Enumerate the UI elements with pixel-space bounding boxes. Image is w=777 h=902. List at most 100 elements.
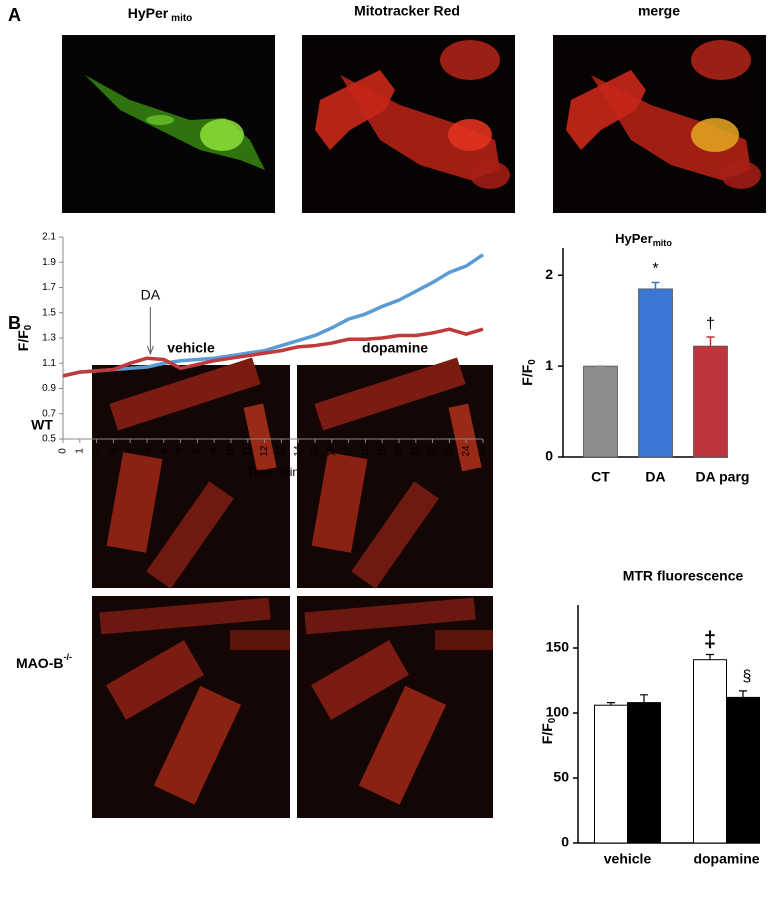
annotation: DA xyxy=(141,287,161,303)
bar xyxy=(627,702,661,844)
label-text: HyPer xyxy=(128,5,169,21)
micrograph xyxy=(297,596,493,818)
y-tick-label: 0 xyxy=(545,448,553,464)
image-label: HyPer mito xyxy=(128,5,193,24)
annotation: § xyxy=(743,668,752,685)
error-bar xyxy=(706,336,715,347)
x-tick-label: 9 xyxy=(209,448,220,454)
line xyxy=(62,327,484,378)
column-label: dopamine xyxy=(362,340,428,356)
panel-label: B xyxy=(8,313,21,333)
line xyxy=(62,253,484,378)
annotation-arrowhead xyxy=(146,345,154,356)
x-tick-label: 20 xyxy=(394,445,405,457)
y-tick-label: 1.1 xyxy=(42,358,56,369)
label-superscript: -/- xyxy=(63,652,72,662)
x-tick-label: 15 xyxy=(310,445,321,457)
y-tick-label: 0.9 xyxy=(42,383,56,394)
y-tick-label: 2 xyxy=(545,266,553,282)
axis-label: F/F0 xyxy=(15,324,34,351)
x-axis-label: Time, min xyxy=(247,465,299,479)
x-tick-label: 12 xyxy=(259,445,270,457)
x-tick-label: 4 xyxy=(125,448,136,454)
y-tick-label: 0 xyxy=(561,834,569,850)
label-text: HyPer xyxy=(615,231,653,246)
annotation: * xyxy=(652,261,658,278)
micrograph xyxy=(302,35,515,213)
x-tick-label: 18 xyxy=(360,445,371,457)
label-subscript: 0 xyxy=(23,324,34,330)
micrograph xyxy=(92,596,290,818)
label-subscript: mito xyxy=(171,13,192,24)
y-tick-label: 1 xyxy=(545,357,553,373)
x-tick-label: 22 xyxy=(427,445,438,457)
y-tick-label: 0.5 xyxy=(42,434,56,445)
x-tick-label: 3 xyxy=(108,448,119,454)
y-tick-label: 2.1 xyxy=(42,232,56,243)
label-text: F/F xyxy=(539,723,555,744)
axis-label: F/F0 xyxy=(539,717,558,744)
x-tick-label: 25 xyxy=(478,445,489,457)
x-tick-label: 5 xyxy=(142,448,153,454)
bar xyxy=(693,659,727,844)
error-bar xyxy=(739,690,747,698)
y-tick-label: 0.7 xyxy=(42,408,56,419)
error-bar xyxy=(651,281,660,289)
x-tick-label: 2 xyxy=(91,448,102,454)
x-tick-label: 10 xyxy=(226,445,237,457)
micrograph xyxy=(553,35,766,213)
label-subscript: mito xyxy=(653,238,673,248)
label-subscript: 0 xyxy=(547,717,558,723)
error-bar xyxy=(706,653,714,660)
x-tick-label: 16 xyxy=(326,445,337,457)
label-subscript: 0 xyxy=(527,359,538,365)
y-tick-label: 150 xyxy=(546,639,570,655)
label-text: MAO-B xyxy=(16,655,63,671)
column-label: vehicle xyxy=(167,340,215,356)
y-tick-label: 1.9 xyxy=(42,257,56,268)
x-tick-label: 24 xyxy=(461,445,472,457)
y-tick-label: 1.3 xyxy=(42,333,56,344)
x-tick-label: 19 xyxy=(377,445,388,457)
x-tick-label: 11 xyxy=(242,445,253,456)
x-tick-label: CT xyxy=(591,469,610,485)
bar xyxy=(594,704,628,844)
x-tick-label: 0 xyxy=(58,448,69,454)
x-tick-label: 6 xyxy=(158,448,169,454)
micrograph xyxy=(297,357,493,589)
x-tick-label: DA parg xyxy=(696,469,750,485)
y-tick-label: 1.7 xyxy=(42,282,56,293)
x-tick-label: 23 xyxy=(444,445,455,457)
label-text: F/F xyxy=(519,364,535,385)
x-tick-label: 13 xyxy=(276,445,287,457)
row-label: MAO-B-/- xyxy=(16,652,72,670)
x-tick-label: 14 xyxy=(293,445,304,457)
annotation: ‡ xyxy=(704,626,716,651)
axis-label: HyPermito xyxy=(615,231,672,248)
micrograph xyxy=(92,357,290,589)
error-bar xyxy=(640,694,648,703)
image-label: merge xyxy=(638,3,680,19)
x-tick-label: DA xyxy=(645,469,665,485)
y-tick-label: 1.5 xyxy=(42,307,56,318)
x-tick-label: 1 xyxy=(74,448,85,454)
x-tick-label: 17 xyxy=(343,445,354,457)
micrograph xyxy=(62,35,275,213)
row-label: WT xyxy=(31,417,53,433)
x-tick-label: dopamine xyxy=(693,851,759,867)
chart-title: MTR fluorescence xyxy=(623,568,744,584)
x-tick-label: vehicle xyxy=(604,851,652,867)
y-tick-label: 50 xyxy=(553,769,569,785)
bar xyxy=(726,696,760,844)
annotation: † xyxy=(706,315,715,332)
x-tick-label: 7 xyxy=(175,448,186,454)
axis-label: F/F0 xyxy=(519,359,538,386)
image-label: Mitotracker Red xyxy=(354,3,460,19)
bar xyxy=(693,345,728,458)
panel-label: A xyxy=(8,5,21,25)
y-tick-label: 100 xyxy=(546,704,570,720)
label-text: F/F xyxy=(15,330,31,351)
bar xyxy=(638,288,673,458)
x-tick-label: 21 xyxy=(410,445,421,457)
